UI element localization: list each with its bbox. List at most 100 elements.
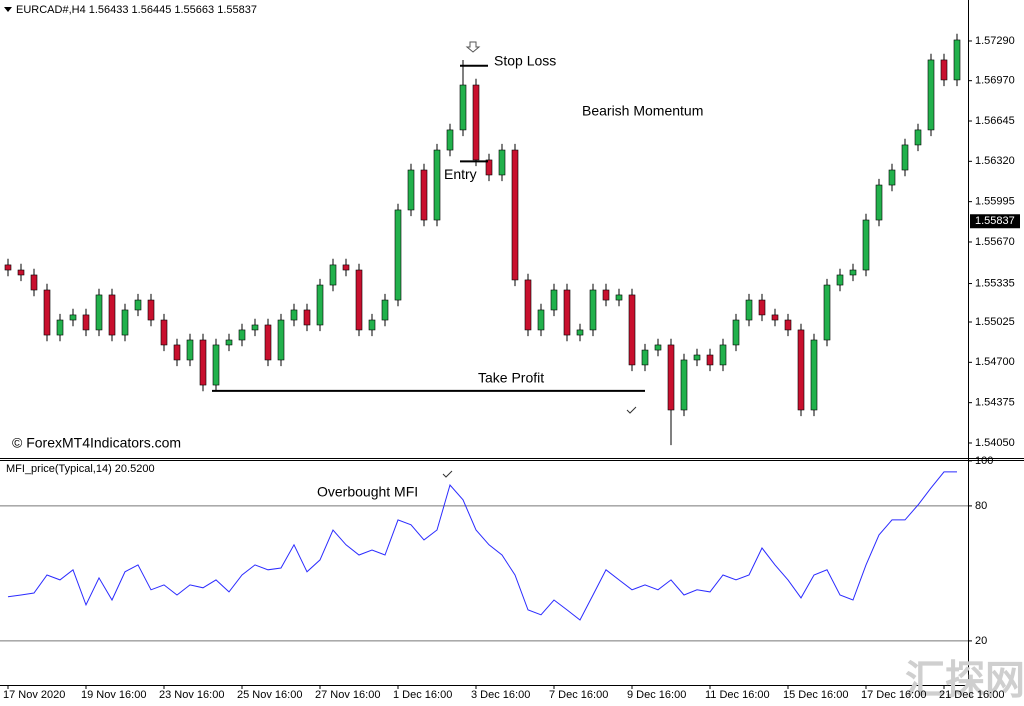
x-tick-label: 1 Dec 16:00 (393, 689, 452, 701)
x-tick-label: 27 Nov 16:00 (315, 689, 380, 701)
candle-body (368, 319, 376, 331)
candle-body (238, 329, 246, 341)
x-tick-label: 7 Dec 16:00 (549, 689, 608, 701)
indicator-title: MFI_price(Typical,14) 20.5200 (6, 463, 155, 475)
candle-body (56, 319, 64, 336)
candle-body (446, 129, 454, 151)
candle-body (329, 264, 337, 286)
candle-body (394, 209, 402, 301)
candle-body (108, 294, 116, 336)
candle-body (199, 339, 207, 386)
y-tick-label: 1.54700 (975, 356, 1015, 368)
y-tick-label: 1.55335 (975, 277, 1015, 289)
x-tick-label: 21 Dec 16:00 (939, 689, 1004, 701)
candle-body (95, 294, 103, 331)
candle-body (17, 269, 25, 276)
y-tick-label: 100 (975, 455, 993, 467)
candle-body (680, 359, 688, 411)
candle-body (953, 39, 961, 81)
candle-body (654, 344, 662, 351)
y-tick-label: 1.54050 (975, 437, 1015, 449)
candle-body (160, 319, 168, 346)
candle-body (303, 309, 311, 326)
candle-body (576, 329, 584, 336)
candle-body (550, 289, 558, 311)
annotation: Overbought MFI (317, 484, 418, 500)
candle-body (225, 339, 233, 346)
candle-body (797, 329, 805, 411)
candle-body (914, 129, 922, 146)
y-tick-label: 1.56320 (975, 155, 1015, 167)
candle-body (706, 354, 714, 366)
candle-body (277, 319, 285, 361)
candle-body (901, 144, 909, 171)
candle-body (810, 339, 818, 411)
candle-body (732, 319, 740, 346)
y-tick-label: 1.56970 (975, 75, 1015, 87)
y-tick-label: 20 (975, 635, 987, 647)
x-tick-label: 11 Dec 16:00 (705, 689, 770, 701)
candle-body (121, 309, 129, 336)
level-label: Stop Loss (494, 52, 556, 68)
candle-body (212, 344, 220, 386)
candle-body (485, 159, 493, 176)
candle-body (888, 169, 896, 186)
mfi-line (7, 471, 957, 621)
candle-body (4, 264, 12, 271)
candle-body (784, 319, 792, 331)
x-tick-label: 3 Dec 16:00 (471, 689, 530, 701)
candle-body (745, 299, 753, 321)
candle-body (693, 354, 701, 361)
candle-body (264, 324, 272, 361)
y-tick-label: 1.56645 (975, 115, 1015, 127)
y-tick-label: 1.55670 (975, 236, 1015, 248)
symbol-icon (4, 7, 12, 12)
candle-body (927, 59, 935, 131)
candle-body (537, 309, 545, 331)
candle-body (316, 284, 324, 326)
watermark-text: © ForexMT4Indicators.com (12, 435, 181, 451)
x-tick-label: 19 Nov 16:00 (81, 689, 146, 701)
candle-body (641, 349, 649, 366)
x-tick-label: 23 Nov 16:00 (159, 689, 224, 701)
check-icon (626, 406, 637, 414)
candle-body (82, 314, 90, 331)
candle-body (381, 299, 389, 321)
candle-body (147, 299, 155, 321)
y-tick-label: 1.57290 (975, 35, 1015, 47)
y-tick-label: 80 (975, 500, 987, 512)
candle-body (602, 289, 610, 301)
candle-body (290, 309, 298, 321)
candle-body (563, 289, 571, 336)
candle-body (69, 314, 77, 321)
candle-body (30, 274, 38, 291)
candle-body (615, 294, 623, 301)
annotation: Bearish Momentum (582, 103, 703, 119)
check-icon (442, 470, 453, 478)
x-tick-label: 9 Dec 16:00 (627, 689, 686, 701)
last-price-box (970, 214, 1020, 229)
x-tick-label: 25 Nov 16:00 (237, 689, 302, 701)
candle-body (875, 184, 883, 221)
candle-body (511, 149, 519, 281)
arrow-icon (465, 41, 481, 53)
y-tick-label: 1.54375 (975, 397, 1015, 409)
level-label: Entry (444, 166, 477, 182)
x-tick-label: 15 Dec 16:00 (783, 689, 848, 701)
candle-body (628, 294, 636, 366)
candle-body (43, 289, 51, 336)
y-tick-label: 1.55995 (975, 196, 1015, 208)
candle-body (407, 169, 415, 211)
candle-body (758, 299, 766, 316)
last-price-label: 1.55837 (975, 215, 1015, 227)
candle-body (823, 284, 831, 341)
candle-body (719, 344, 727, 366)
y-tick-label: 1.55025 (975, 316, 1015, 328)
x-tick-label: 17 Dec 16:00 (861, 689, 926, 701)
candle-body (667, 344, 675, 411)
candle-body (836, 274, 844, 286)
candle-body (498, 149, 506, 176)
chart-title: EURCAD#,H4 1.56433 1.56445 1.55663 1.558… (16, 4, 257, 16)
